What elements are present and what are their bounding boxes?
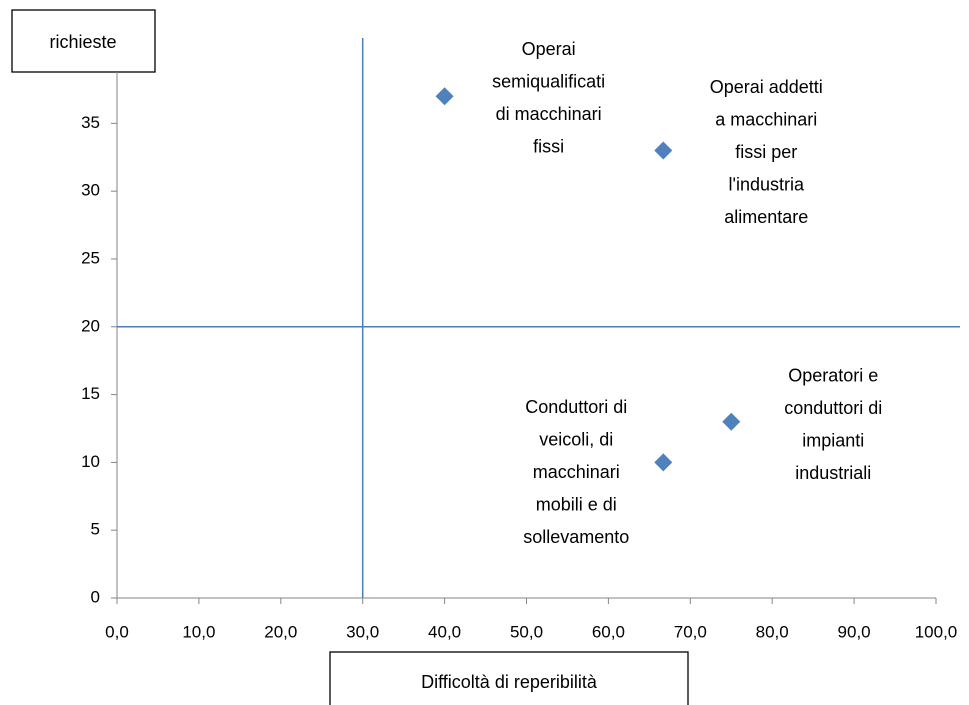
point-label: fissi per xyxy=(735,142,797,162)
point xyxy=(654,141,673,160)
point-label: mobili e di xyxy=(536,495,617,515)
y-label-box xyxy=(11,9,156,73)
point-label: a macchinari xyxy=(715,110,817,130)
y-tick-label: 0 xyxy=(91,587,100,606)
point-label: l'industria xyxy=(729,175,805,195)
x-tick-label: 10,0 xyxy=(182,622,215,641)
y-tick-label: 30 xyxy=(81,181,100,200)
x-tick-label: 60,0 xyxy=(592,622,625,641)
x-tick-label: 90,0 xyxy=(838,622,871,641)
y-tick-label: 35 xyxy=(81,113,100,132)
point-label: alimentare xyxy=(724,207,808,227)
x-tick-label: 0,0 xyxy=(105,622,129,641)
x-tick-label: 100,0 xyxy=(915,622,958,641)
x-tick-label: 20,0 xyxy=(264,622,297,641)
point xyxy=(435,87,454,106)
y-tick-label: 5 xyxy=(91,520,100,539)
x-tick-label: 50,0 xyxy=(510,622,543,641)
y-tick-label: 10 xyxy=(81,452,100,471)
point xyxy=(654,453,673,472)
point-label: di macchinari xyxy=(496,104,602,124)
point-label: semiqualificati xyxy=(492,71,605,91)
x-tick-label: 80,0 xyxy=(756,622,789,641)
y-tick-label: 20 xyxy=(81,316,100,335)
point-label: sollevamento xyxy=(523,527,629,547)
point-label: impianti xyxy=(802,430,864,450)
y-axis-label: richieste xyxy=(49,32,116,52)
y-tick-label: 15 xyxy=(81,384,100,403)
point-label: Operai addetti xyxy=(710,77,823,97)
point xyxy=(722,412,741,431)
point-label: veicoli, di xyxy=(539,430,613,450)
y-tick-label: 25 xyxy=(81,248,100,267)
point-label: macchinari xyxy=(533,462,620,482)
point-label: industriali xyxy=(795,463,871,483)
x-tick-label: 30,0 xyxy=(346,622,379,641)
point-label: Conduttori di xyxy=(525,397,627,417)
x-tick-label: 70,0 xyxy=(674,622,707,641)
point-label: Operai xyxy=(522,39,576,59)
x-axis-label: Difficoltà di reperibilità xyxy=(421,672,598,692)
point-label: Operatori e xyxy=(788,365,878,385)
x-label-box xyxy=(329,651,689,705)
point-label: conduttori di xyxy=(784,398,882,418)
x-tick-label: 40,0 xyxy=(428,622,461,641)
point-label: fissi xyxy=(533,136,564,156)
